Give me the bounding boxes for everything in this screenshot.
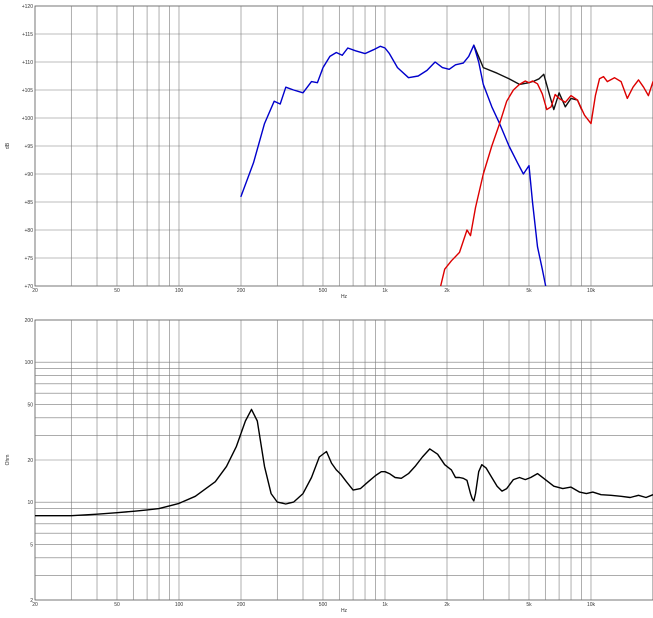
- x-tick-label: 500: [319, 602, 328, 608]
- x-tick-label: 2k: [444, 602, 450, 608]
- y-tick-label: +90: [25, 172, 34, 178]
- x-tick-label: 5k: [526, 602, 532, 608]
- y-tick-label: 20: [27, 458, 33, 464]
- y-tick-label: 2: [30, 598, 33, 604]
- y-tick-label: 10: [27, 500, 33, 506]
- chart-spl: 20 50 100 200 500 1k 2k 5k 10k +70 +75 +80 +85 +90 +95…: [5, 4, 653, 300]
- x-tick-label: 50: [114, 288, 120, 294]
- x-tick-label: 5k: [526, 288, 532, 294]
- x-tick-label: 20: [32, 602, 38, 608]
- y-gridlines: [35, 33, 653, 259]
- series-line-1: [473, 44, 583, 111]
- chart-impedance: 20 50 100 200 500 1k 2k 5k 10k 2 5 10 20 50 100 200 Hz Oh…: [5, 318, 653, 614]
- y-tick-label: 5: [30, 542, 33, 548]
- y-tick-label: +105: [22, 88, 33, 94]
- y-axis-label: Ohm: [5, 455, 11, 466]
- x-tick-label: 200: [237, 288, 246, 294]
- y-tick-label: +100: [22, 116, 33, 122]
- x-tick-label: 20: [32, 288, 38, 294]
- x-tick-label: 500: [319, 288, 328, 294]
- y-tick-label: +95: [25, 144, 34, 150]
- y-tick-label: 200: [25, 318, 34, 324]
- series-line-2: [240, 44, 547, 286]
- x-tick-label: 1k: [382, 602, 388, 608]
- x-axis-label: Hz: [341, 294, 348, 300]
- x-tick-label: 200: [237, 602, 246, 608]
- x-tick-label: 50: [114, 602, 120, 608]
- y-axis-label: dB: [5, 142, 11, 149]
- y-tick-label: +75: [25, 256, 34, 262]
- y-tick-label: +110: [22, 60, 33, 66]
- y-tick-label: +80: [25, 228, 34, 234]
- x-axis-label: Hz: [341, 608, 348, 613]
- x-tick-label: 2k: [444, 288, 450, 294]
- y-tick-label: +120: [22, 4, 33, 10]
- y-tick-label: +85: [25, 200, 34, 206]
- series-line-3: [439, 75, 653, 286]
- x-tick-label: 10k: [587, 288, 596, 294]
- x-tick-label: 1k: [382, 288, 388, 294]
- series-line-1: [35, 408, 653, 517]
- x-tick-label: 100: [175, 602, 184, 608]
- x-tick-label: 100: [175, 288, 184, 294]
- y-tick-label: +70: [25, 284, 34, 290]
- y-gridlines: [35, 361, 653, 576]
- y-tick-label: 100: [25, 360, 34, 366]
- x-tick-label: 10k: [587, 602, 596, 608]
- y-tick-label: 50: [27, 402, 33, 408]
- y-tick-label: +115: [22, 32, 33, 38]
